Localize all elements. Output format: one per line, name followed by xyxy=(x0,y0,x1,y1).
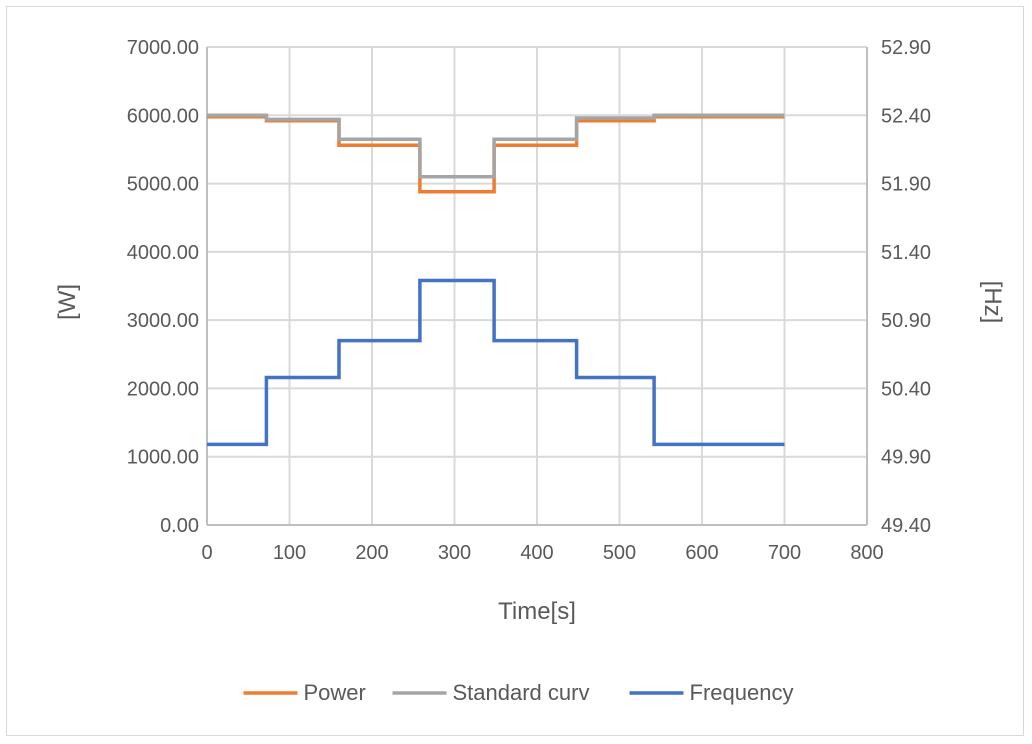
y-left-tick-label: 5000.00 xyxy=(127,174,199,196)
legend-label-frequency: Frequency xyxy=(690,680,794,705)
y-left-tick-label: 2000.00 xyxy=(127,378,199,400)
x-tick-label: 700 xyxy=(768,542,801,564)
x-tick-label: 800 xyxy=(850,542,883,564)
y-left-tick-label: 0.00 xyxy=(160,515,199,537)
legend: Power Standard curv Frequency xyxy=(243,680,794,705)
chart-svg: 0 100 200 300 400 500 600 700 800 0.00 1000.00 2000… xyxy=(54,37,1006,705)
y-left-tick-label: 7000.00 xyxy=(127,37,199,59)
x-axis-title: Time[s] xyxy=(498,598,576,625)
y-right-tick-label: 51.40 xyxy=(881,242,931,264)
x-tick-label: 300 xyxy=(438,542,471,564)
x-tick-label: 400 xyxy=(520,542,553,564)
x-tick-label: 200 xyxy=(355,542,388,564)
y-right-tick-label: 50.90 xyxy=(881,310,931,332)
series-lines xyxy=(207,113,785,447)
tick-labels: 0 100 200 300 400 500 600 700 800 0.00 1000.00 2000… xyxy=(127,37,931,564)
y-right-tick-label: 49.90 xyxy=(881,447,931,469)
y-left-tick-label: 1000.00 xyxy=(127,447,199,469)
y-right-tick-label: 49.40 xyxy=(881,515,931,537)
y-left-tick-label: 3000.00 xyxy=(127,310,199,332)
y-right-tick-label: 50.40 xyxy=(881,378,931,400)
legend-label-power: Power xyxy=(304,680,366,705)
gridlines xyxy=(206,46,868,526)
y-axis-left-title: [W] xyxy=(54,284,81,320)
x-tick-label: 0 xyxy=(201,542,212,564)
y-left-tick-label: 4000.00 xyxy=(127,242,199,264)
x-tick-label: 100 xyxy=(273,542,306,564)
x-tick-label: 600 xyxy=(685,542,718,564)
chart-frame: 0 100 200 300 400 500 600 700 800 0.00 1000.00 2000… xyxy=(6,6,1024,736)
series-line-frequency xyxy=(207,278,785,447)
y-left-tick-label: 6000.00 xyxy=(127,105,199,127)
y-right-tick-label: 52.40 xyxy=(881,105,931,127)
legend-label-standard-curv: Standard curv xyxy=(453,680,590,705)
y-right-tick-label: 51.90 xyxy=(881,174,931,196)
y-right-tick-label: 52.90 xyxy=(881,37,931,59)
y-axis-right-title: [Hz] xyxy=(979,281,1006,324)
x-tick-label: 500 xyxy=(603,542,636,564)
series-line-standard-curv xyxy=(207,113,785,179)
